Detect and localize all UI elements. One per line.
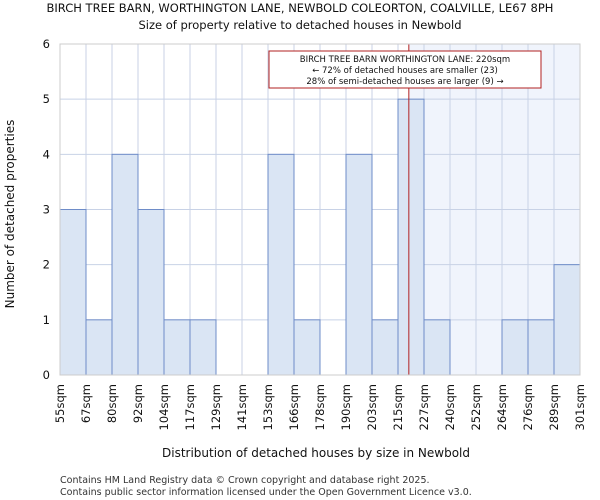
bar xyxy=(267,153,295,376)
bar xyxy=(553,264,581,376)
x-tick-label: 141sqm xyxy=(235,384,249,430)
bar xyxy=(189,319,217,376)
x-tick-label: 80sqm xyxy=(105,384,119,423)
x-tick-label: 276sqm xyxy=(521,384,535,430)
x-tick-label: 227sqm xyxy=(417,384,431,430)
bar xyxy=(345,153,373,376)
x-tick-label: 92sqm xyxy=(131,384,145,423)
x-tick-label: 190sqm xyxy=(339,384,353,430)
bar xyxy=(293,319,321,376)
bar xyxy=(527,319,555,376)
x-tick-labels: 55sqm 67sqm 80sqm 92sqm 104sqm 117sqm 129sqm 14… xyxy=(53,384,587,430)
plot-frame xyxy=(59,43,581,376)
x-tick-label: 55sqm xyxy=(53,384,67,423)
y-tick-label: 6 xyxy=(43,37,50,51)
y-axis-label: Number of detached properties xyxy=(3,120,17,309)
bar xyxy=(371,319,399,376)
y-tick-label: 1 xyxy=(43,313,50,327)
x-tick-label: 166sqm xyxy=(287,384,301,430)
y-tick-label: 0 xyxy=(43,368,50,382)
annotation-line-3: 28% of semi-detached houses are larger (… xyxy=(306,77,503,87)
x-tick-label: 252sqm xyxy=(469,384,483,430)
x-tick-label: 289sqm xyxy=(547,384,561,430)
footer-line-1: Contains HM Land Registry data © Crown c… xyxy=(60,475,430,486)
y-tick-labels: 0 1 2 3 4 5 6 xyxy=(43,37,50,382)
x-tick-label: 301sqm xyxy=(573,384,587,430)
chart-title: BIRCH TREE BARN, WORTHINGTON LANE, NEWBO… xyxy=(47,1,554,15)
x-tick-label: 129sqm xyxy=(209,384,223,430)
footer-line-2: Contains public sector information licen… xyxy=(60,487,472,498)
x-tick-label: 203sqm xyxy=(365,384,379,430)
y-tick-label: 2 xyxy=(43,258,50,272)
x-axis-label: Distribution of detached houses by size … xyxy=(162,446,470,460)
x-tick-label: 117sqm xyxy=(183,384,197,430)
x-tick-label: 178sqm xyxy=(313,384,327,430)
y-tick-label: 4 xyxy=(43,147,50,161)
x-tick-label: 153sqm xyxy=(261,384,275,430)
annotation-line-1: BIRCH TREE BARN WORTHINGTON LANE: 220sqm xyxy=(300,55,510,65)
bar xyxy=(163,319,191,376)
bar xyxy=(85,319,113,376)
bar xyxy=(501,319,529,376)
bar xyxy=(59,209,87,376)
y-tick-label: 3 xyxy=(43,203,50,217)
bar xyxy=(397,98,425,376)
x-tick-label: 67sqm xyxy=(79,384,93,423)
x-tick-label: 104sqm xyxy=(157,384,171,430)
x-tick-label: 215sqm xyxy=(391,384,405,430)
bar xyxy=(137,209,165,376)
annotation-line-2: ← 72% of detached houses are smaller (23… xyxy=(312,66,498,76)
y-tick-label: 5 xyxy=(43,92,50,106)
annotation-box: BIRCH TREE BARN WORTHINGTON LANE: 220sqm… xyxy=(268,50,542,89)
x-tick-label: 240sqm xyxy=(443,384,457,430)
bar xyxy=(423,319,451,376)
x-tick-label: 264sqm xyxy=(495,384,509,430)
bars xyxy=(59,98,581,376)
bar xyxy=(111,153,139,376)
chart-subtitle: Size of property relative to detached ho… xyxy=(138,18,461,32)
